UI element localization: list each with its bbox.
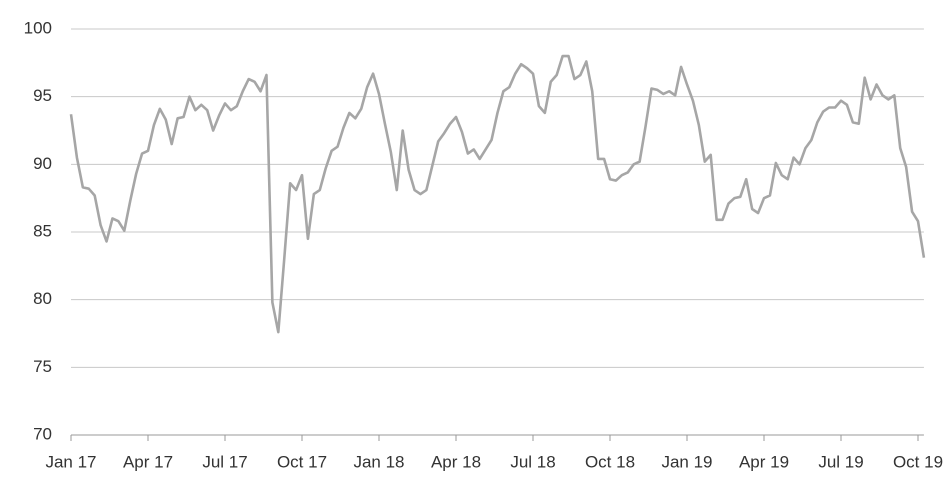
x-tick-label: Jan 18: [353, 452, 404, 471]
x-tick-label: Jul 18: [510, 452, 555, 471]
x-tick-label: Oct 17: [277, 452, 327, 471]
y-tick-label: 85: [33, 221, 52, 240]
x-tick-label: Oct 18: [585, 452, 635, 471]
x-tick-label: Apr 18: [431, 452, 481, 471]
y-tick-label: 70: [33, 424, 52, 443]
y-tick-label: 90: [33, 154, 52, 173]
x-tick-label: Apr 17: [123, 452, 173, 471]
y-tick-label: 100: [24, 18, 52, 37]
y-tick-label: 95: [33, 86, 52, 105]
y-tick-label: 75: [33, 357, 52, 376]
x-tick-label: Jan 17: [45, 452, 96, 471]
x-tick-label: Oct 19: [893, 452, 943, 471]
x-tick-label: Jan 19: [661, 452, 712, 471]
data-line: [69, 54, 926, 334]
y-tick-label: 80: [33, 289, 52, 308]
x-tick-label: Jul 17: [202, 452, 247, 471]
x-tick-label: Apr 19: [739, 452, 789, 471]
x-tick-label: Jul 19: [818, 452, 863, 471]
